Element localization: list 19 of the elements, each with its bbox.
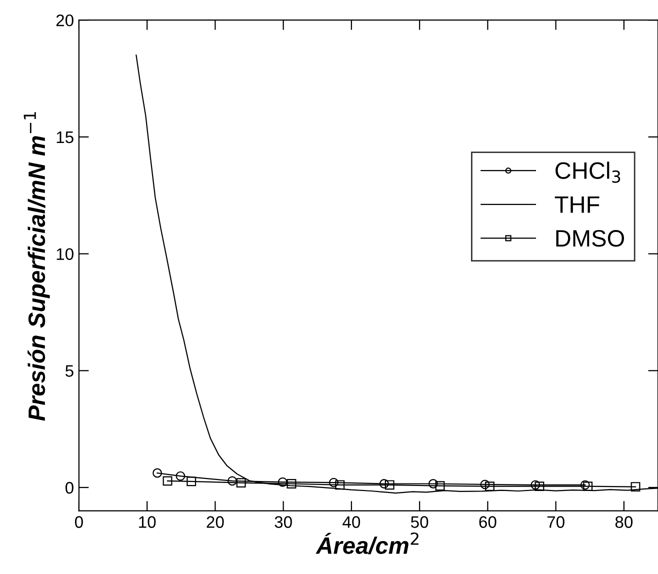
legend-label: DMSO [556,230,624,247]
x-tick-label: 60 [479,516,496,528]
x-tick-label: 10 [139,516,156,528]
y-tick-label: 0 [65,482,74,494]
x-tick-label: 70 [547,516,564,528]
x-tick-label: 0 [74,516,83,528]
y-tick-label: 5 [65,365,74,377]
x-axis-title: Área/cm$^{2}$ [316,532,418,554]
legend-label: THF [554,196,600,213]
y-tick-label: 10 [56,248,74,260]
x-tick-label: 40 [342,516,360,528]
y-tick-label: 20 [56,14,74,26]
x-tick-label: 80 [615,516,633,528]
x-tick-label: 50 [410,516,428,528]
x-tick-label: 20 [206,516,224,528]
x-tick-label: 30 [274,516,292,528]
y-axis-title: Presión Superficial/mN m$^{−1}$ [24,112,50,421]
legend-label: CHCl$_{3}$ [556,162,620,183]
y-tick-label: 15 [56,132,74,144]
